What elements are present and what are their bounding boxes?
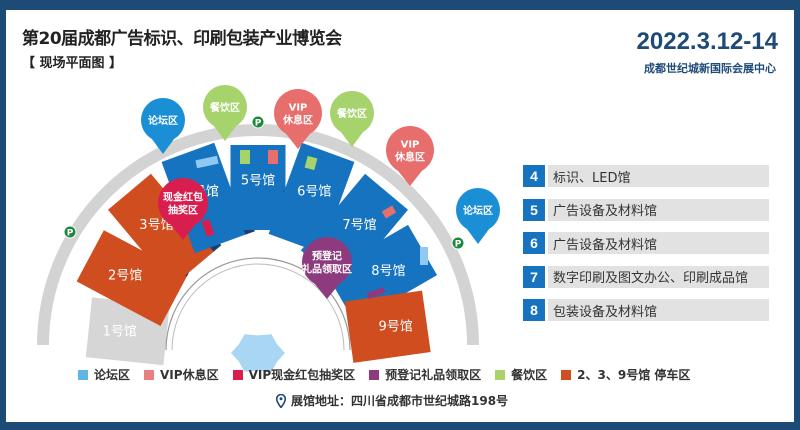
zone-marker bbox=[201, 219, 215, 237]
hall-label: 3号馆 bbox=[139, 218, 173, 233]
parking-icon: P bbox=[451, 236, 465, 250]
pin-forum[interactable]: 论坛区 bbox=[456, 188, 500, 244]
svg-text:P: P bbox=[67, 229, 74, 239]
legend-item: 2、3、9号馆 停车区 bbox=[561, 366, 690, 383]
hall-list-item: 8 包装设备及材料馆 bbox=[523, 299, 769, 321]
pin-label: VIP bbox=[401, 140, 420, 151]
zone-marker bbox=[304, 155, 318, 171]
legend-swatch bbox=[78, 369, 88, 380]
zone-marker bbox=[366, 287, 386, 299]
pin-marker-icon bbox=[386, 126, 434, 174]
pin-label: 餐饮区 bbox=[336, 107, 367, 120]
legend-swatch bbox=[495, 369, 506, 380]
pin-label: 礼品领取区 bbox=[302, 263, 352, 276]
hall-list-item: 4 标识、LED馆 bbox=[523, 165, 769, 187]
hall-9[interactable] bbox=[344, 290, 431, 363]
zone-marker bbox=[195, 155, 219, 169]
pin-label: VIP bbox=[289, 103, 308, 114]
pin-vip[interactable]: VIP休息区 bbox=[386, 126, 434, 186]
central-dome bbox=[165, 257, 351, 351]
hall-label: 5号馆 bbox=[241, 174, 275, 189]
hall-list: 4 标识、LED馆 5 广告设备及材料馆 6 广告设备及材料馆 7 数字印刷及图文办公、… bbox=[523, 165, 769, 333]
pin-label: 抽奖区 bbox=[168, 204, 198, 217]
pin-label: 现金红包 bbox=[163, 191, 203, 204]
legend-swatch bbox=[369, 369, 380, 380]
pin-marker-icon bbox=[302, 237, 352, 287]
hall-shape bbox=[268, 142, 355, 254]
hall-label: 2号馆 bbox=[108, 268, 142, 283]
pin-label: 论坛区 bbox=[148, 114, 178, 127]
legend-item: 论坛区 bbox=[78, 366, 130, 383]
hall-list-item: 5 广告设备及材料馆 bbox=[523, 198, 769, 221]
central-pool bbox=[231, 334, 285, 372]
hall-list-item: 6 广告设备及材料馆 bbox=[523, 232, 769, 254]
pin-marker-icon bbox=[456, 188, 500, 232]
svg-text:P: P bbox=[255, 119, 262, 129]
pin-label: 论坛区 bbox=[463, 204, 493, 217]
hall-shape bbox=[344, 290, 431, 363]
pin-dining[interactable]: 餐饮区 bbox=[330, 91, 374, 147]
pin-gift[interactable]: 预登记礼品领取区 bbox=[302, 237, 352, 299]
pin-label: 休息区 bbox=[282, 114, 313, 127]
outer-road bbox=[37, 124, 479, 346]
hall-shape bbox=[325, 224, 438, 323]
hall-list-item: 7 数字印刷及图文办公、印刷成品馆 bbox=[523, 265, 769, 288]
pin-label: 餐饮区 bbox=[209, 101, 240, 114]
page-title: 第20届成都广告标识、印刷包装产业博览会 bbox=[22, 29, 342, 49]
pin-label: 预登记 bbox=[312, 250, 342, 263]
pin-label: 休息区 bbox=[394, 151, 425, 164]
pin-forum[interactable]: 论坛区 bbox=[141, 98, 185, 154]
zone-marker bbox=[240, 150, 250, 164]
pin-lottery[interactable]: 现金红包抽奖区 bbox=[158, 178, 208, 240]
pin-dining[interactable]: 餐饮区 bbox=[203, 85, 247, 141]
legend-swatch bbox=[232, 369, 243, 380]
legend-item: 预登记礼品领取区 bbox=[369, 366, 481, 383]
hall-label: 6号馆 bbox=[297, 184, 331, 199]
hall-label: 7号馆 bbox=[342, 218, 376, 233]
svg-text:P: P bbox=[455, 240, 462, 250]
legend-swatch bbox=[561, 369, 572, 380]
pin-marker-icon bbox=[330, 91, 374, 135]
hall-label: 9号馆 bbox=[379, 320, 413, 335]
hall-label: 1号馆 bbox=[103, 324, 137, 339]
location-pin-icon bbox=[276, 393, 286, 408]
pin-vip[interactable]: VIP休息区 bbox=[274, 89, 322, 149]
hall-shape bbox=[76, 230, 188, 327]
legend-item: VIP休息区 bbox=[144, 366, 219, 383]
venue-address: 展馆地址：四川省成都市世纪城路198号 bbox=[276, 392, 508, 409]
hall-shape bbox=[107, 173, 216, 287]
pin-marker-icon bbox=[203, 85, 247, 129]
pin-marker-icon bbox=[141, 98, 185, 142]
zone-marker bbox=[420, 247, 428, 265]
event-date: 2022.3.12-14 bbox=[636, 28, 778, 55]
legend-item: VIP现金红包抽奖区 bbox=[232, 366, 355, 383]
parking-icon: P bbox=[251, 115, 265, 129]
zone-marker bbox=[381, 205, 397, 219]
zone-marker bbox=[268, 150, 278, 164]
pin-marker-icon bbox=[274, 89, 322, 137]
page-subtitle: 【 现场平面图 】 bbox=[22, 56, 123, 71]
legend-item: 餐饮区 bbox=[495, 366, 547, 383]
legend: 论坛区 VIP休息区 VIP现金红包抽奖区 预登记礼品领取区 餐饮区 2、3、9… bbox=[78, 366, 690, 383]
parking-icon: P bbox=[63, 225, 77, 239]
legend-swatch bbox=[144, 369, 155, 380]
hall-label: 8号馆 bbox=[371, 264, 405, 279]
pin-marker-icon bbox=[158, 178, 208, 228]
event-venue: 成都世纪城新国际会展中心 bbox=[644, 62, 776, 75]
